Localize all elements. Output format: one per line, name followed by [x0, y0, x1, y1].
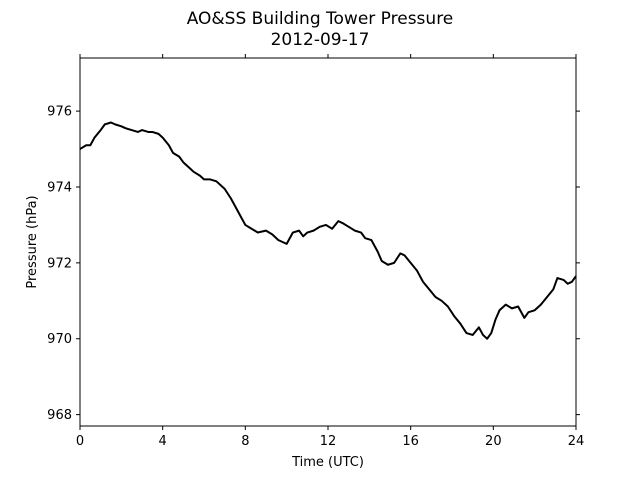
- plot-area: [79, 57, 577, 427]
- y-axis-label: Pressure (hPa): [25, 195, 40, 288]
- y-tick-label: 972: [47, 256, 72, 271]
- plot-frame: [79, 57, 577, 427]
- x-axis-label: Time (UTC): [291, 455, 364, 470]
- y-tick-label: 974: [47, 180, 72, 195]
- x-tick-label: 4: [159, 434, 167, 449]
- chart-subtitle: 2012-09-17: [271, 30, 370, 50]
- chart-title: AO&SS Building Tower Pressure: [187, 9, 454, 29]
- x-tick-label: 8: [241, 434, 249, 449]
- x-tick-label: 16: [402, 434, 419, 449]
- x-tick-label: 20: [485, 434, 502, 449]
- y-tick-label: 976: [47, 105, 72, 120]
- x-axis: 0 4 8 12 16 20 24: [76, 54, 584, 449]
- x-tick-label: 24: [568, 434, 585, 449]
- pressure-series-line: [79, 121, 577, 340]
- y-axis: 968 970 972 974 976: [47, 105, 580, 423]
- x-tick-label: 0: [76, 434, 84, 449]
- y-tick-label: 968: [47, 408, 72, 423]
- x-tick-label: 12: [320, 434, 337, 449]
- y-tick-label: 970: [47, 332, 72, 347]
